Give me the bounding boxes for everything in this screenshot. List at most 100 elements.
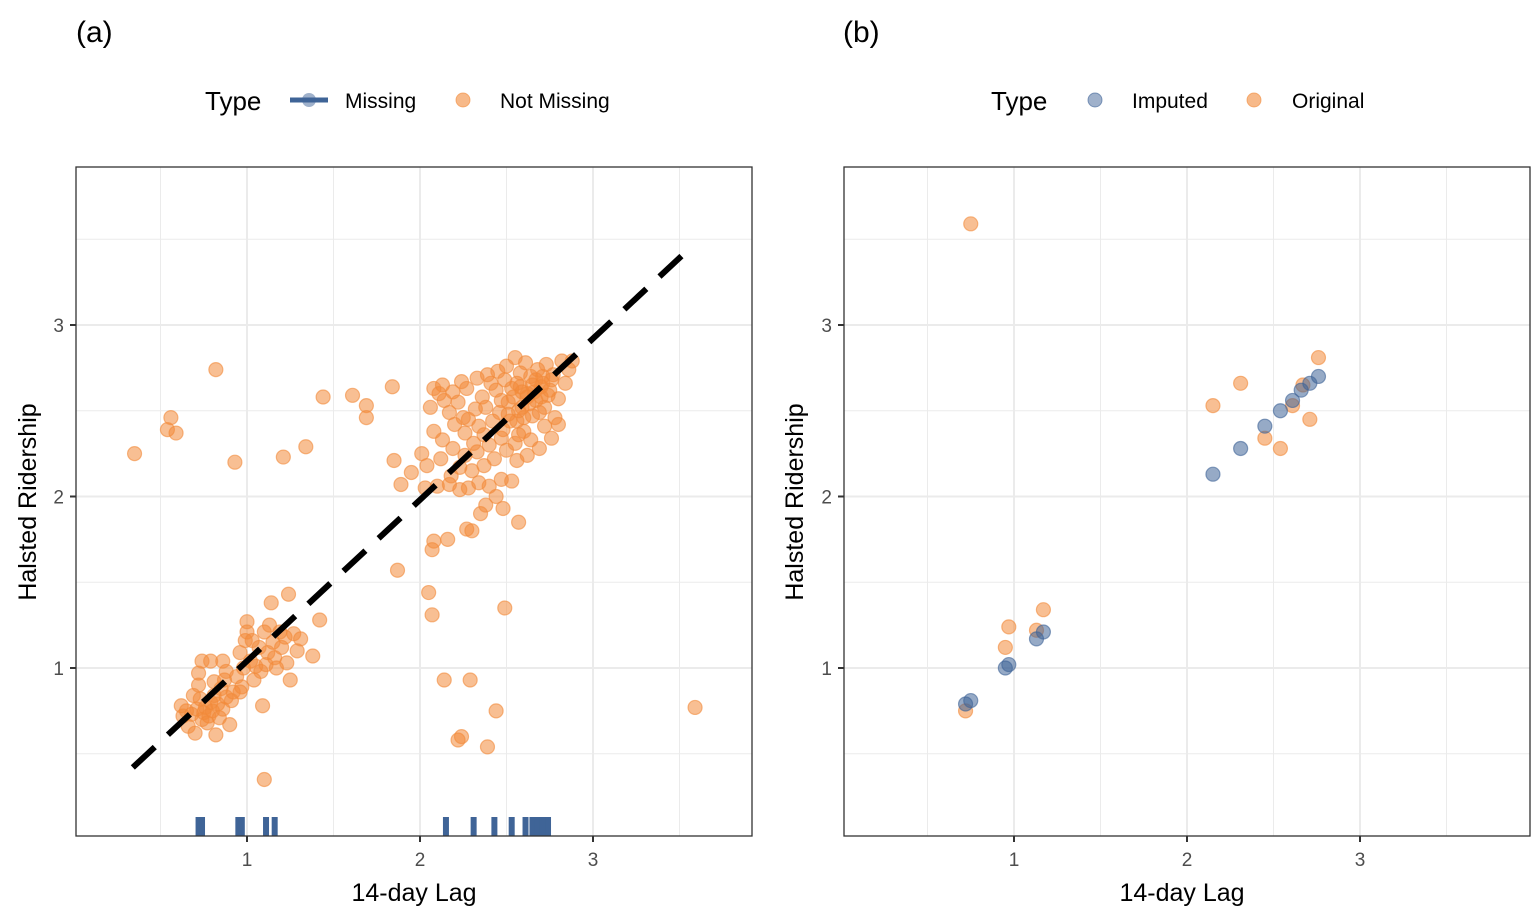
point-original bbox=[1302, 411, 1318, 427]
point-not-missing bbox=[440, 531, 456, 547]
y-tick-label: 3 bbox=[821, 316, 832, 337]
y-tick-label: 3 bbox=[53, 316, 64, 337]
panel-b-grid bbox=[844, 167, 1530, 836]
legend-label-original: Original bbox=[1292, 90, 1364, 113]
panel-b-x-axis-title: 14-day Lag bbox=[1119, 879, 1244, 907]
legend-key-original bbox=[1246, 92, 1262, 108]
point-not-missing bbox=[488, 382, 504, 398]
point-not-missing bbox=[488, 488, 504, 505]
point-not-missing bbox=[421, 584, 437, 601]
panel-a-x-axis-title: 14-day Lag bbox=[351, 879, 476, 907]
panel-b-y-axis-title: Halsted Ridership bbox=[781, 403, 809, 600]
y-tick-label: 1 bbox=[821, 659, 832, 680]
legend-label-missing: Missing bbox=[345, 90, 416, 113]
panel-b: (b) Type Imputed Original 1 2 3 1 2 3 14-day … bbox=[781, 16, 1531, 907]
panel-a-points bbox=[126, 349, 703, 788]
point-not-missing bbox=[479, 739, 496, 755]
point-not-missing bbox=[344, 387, 361, 403]
point-not-missing bbox=[280, 586, 297, 602]
point-not-missing bbox=[422, 399, 438, 415]
point-not-missing bbox=[550, 416, 567, 433]
point-not-missing bbox=[426, 533, 442, 549]
y-tick-label: 2 bbox=[53, 488, 64, 509]
point-not-missing bbox=[293, 631, 309, 647]
legend-key-not-missing bbox=[455, 92, 471, 108]
point-not-missing bbox=[222, 716, 238, 733]
point-not-missing bbox=[163, 410, 179, 426]
point-not-missing bbox=[315, 389, 331, 405]
point-original bbox=[1001, 619, 1017, 635]
rug-mark-missing bbox=[508, 817, 515, 836]
point-not-missing bbox=[476, 458, 492, 474]
point-not-missing bbox=[504, 473, 520, 489]
panel-a-frame bbox=[75, 166, 753, 837]
x-tick-label: 2 bbox=[415, 850, 426, 871]
point-not-missing bbox=[481, 478, 497, 494]
rug-mark-missing bbox=[522, 817, 529, 836]
legend-key-missing-point bbox=[302, 93, 316, 107]
point-not-missing bbox=[126, 446, 143, 462]
legend-label-imputed: Imputed bbox=[1132, 90, 1208, 113]
legend-title: Type bbox=[991, 86, 1047, 116]
point-not-missing bbox=[275, 449, 291, 465]
rug-mark-missing bbox=[470, 817, 477, 836]
rug-mark-missing bbox=[199, 817, 206, 836]
point-not-missing bbox=[436, 672, 452, 688]
point-not-missing bbox=[478, 399, 494, 415]
point-not-missing bbox=[298, 439, 314, 455]
rug-mark-missing bbox=[529, 817, 536, 836]
point-not-missing bbox=[263, 595, 279, 611]
panel-a-axes: 1 2 3 1 2 3 bbox=[53, 316, 598, 871]
point-not-missing bbox=[185, 687, 201, 704]
point-not-missing bbox=[493, 430, 509, 446]
point-not-missing bbox=[244, 632, 260, 649]
point-original bbox=[1233, 375, 1249, 391]
point-not-missing bbox=[279, 655, 295, 671]
point-imputed bbox=[1257, 418, 1273, 434]
y-tick-label: 1 bbox=[53, 659, 64, 680]
point-not-missing bbox=[531, 404, 547, 421]
x-tick-label: 1 bbox=[1009, 850, 1020, 871]
point-original bbox=[1035, 602, 1052, 618]
point-not-missing bbox=[227, 454, 243, 470]
panel-b-points bbox=[957, 216, 1327, 719]
x-tick-label: 2 bbox=[1182, 850, 1193, 871]
point-not-missing bbox=[536, 418, 553, 434]
point-not-missing bbox=[358, 410, 374, 426]
point-not-missing bbox=[433, 451, 449, 467]
point-original bbox=[1272, 440, 1289, 457]
point-not-missing bbox=[511, 427, 527, 443]
point-not-missing bbox=[187, 725, 203, 741]
point-not-missing bbox=[312, 612, 328, 628]
rug-mark-missing bbox=[539, 817, 546, 836]
rug-mark-missing bbox=[545, 817, 552, 836]
point-not-missing bbox=[282, 672, 298, 688]
reference-line bbox=[130, 252, 686, 770]
point-not-missing bbox=[462, 672, 478, 688]
point-not-missing bbox=[531, 440, 547, 457]
point-not-missing bbox=[497, 600, 513, 616]
x-tick-label: 3 bbox=[1355, 850, 1366, 871]
rug-mark-missing bbox=[263, 817, 270, 836]
panel-a-label: (a) bbox=[76, 16, 113, 49]
point-not-missing bbox=[453, 373, 470, 390]
point-not-missing bbox=[455, 410, 471, 426]
point-not-missing bbox=[511, 514, 527, 530]
rug-mark-missing bbox=[195, 817, 202, 836]
point-not-missing bbox=[168, 425, 184, 441]
y-tick-label: 2 bbox=[821, 488, 832, 509]
point-not-missing bbox=[419, 458, 435, 474]
point-not-missing bbox=[488, 703, 504, 719]
legend-key-imputed bbox=[1087, 92, 1103, 108]
point-not-missing bbox=[403, 464, 419, 481]
point-imputed bbox=[1233, 440, 1249, 457]
rug-mark-missing bbox=[235, 817, 242, 836]
point-not-missing bbox=[434, 377, 451, 393]
point-not-missing bbox=[239, 614, 255, 630]
point-not-missing bbox=[386, 452, 402, 469]
rug-mark-missing bbox=[442, 817, 449, 836]
point-not-missing bbox=[535, 368, 551, 385]
panel-b-legend: Type Imputed Original bbox=[991, 86, 1364, 116]
legend-title: Type bbox=[205, 86, 261, 116]
